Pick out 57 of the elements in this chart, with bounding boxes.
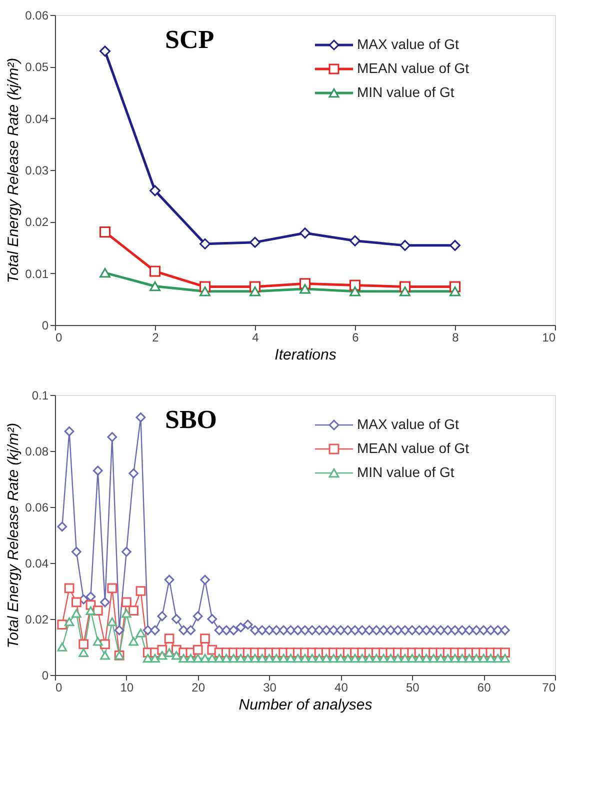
point bbox=[100, 226, 110, 238]
point bbox=[250, 286, 260, 296]
y-tick-label: 0.02 bbox=[25, 215, 49, 230]
point bbox=[100, 268, 110, 278]
y-tick-label: 0.06 bbox=[25, 8, 49, 22]
x-tick-label: 20 bbox=[192, 680, 206, 694]
y-tick-label: 0.05 bbox=[25, 60, 49, 74]
y-tick-label: 0.1 bbox=[32, 388, 49, 402]
point bbox=[200, 238, 210, 250]
point bbox=[300, 228, 310, 239]
legend-label: MAX value of Gt bbox=[357, 36, 460, 52]
legend-label: MEAN value of Gt bbox=[357, 60, 470, 76]
x-tick-label: 40 bbox=[334, 680, 348, 694]
y-tick-label: 0.03 bbox=[25, 164, 49, 178]
x-tick-label: 70 bbox=[542, 680, 556, 694]
point bbox=[300, 284, 310, 294]
x-tick-label: 50 bbox=[406, 680, 420, 694]
y-tick-label: 0.08 bbox=[25, 444, 49, 458]
point bbox=[350, 286, 360, 296]
point bbox=[400, 286, 410, 296]
y-tick-label: 0 bbox=[42, 668, 49, 682]
x-axis-title: Number of analyses bbox=[238, 696, 373, 714]
x-tick-label: 4 bbox=[252, 330, 260, 344]
legend-label: MAX value of Gt bbox=[357, 416, 460, 432]
x-tick-label: 0 bbox=[56, 680, 62, 694]
legend-label: MIN value of Gt bbox=[357, 464, 454, 480]
point bbox=[450, 240, 460, 251]
y-tick-label: 0.06 bbox=[25, 500, 49, 514]
y-tick-label: 0.02 bbox=[25, 612, 49, 626]
point bbox=[150, 185, 160, 196]
y-axis-title: Total Energy Release Rate (kj/m²) bbox=[5, 422, 22, 648]
x-tick-label: 30 bbox=[263, 680, 277, 694]
x-tick-label: 10 bbox=[542, 330, 556, 344]
point bbox=[350, 235, 360, 246]
point bbox=[400, 240, 410, 251]
point bbox=[200, 286, 210, 296]
x-tick-label: 0 bbox=[56, 330, 62, 344]
x-tick-label: 8 bbox=[452, 330, 460, 344]
y-tick-label: 0.04 bbox=[25, 556, 49, 570]
x-axis-title: Iterations bbox=[274, 346, 337, 364]
y-tick-label: 0.04 bbox=[25, 112, 49, 126]
y-axis-title: Total Energy Release Rate (kj/m²) bbox=[5, 58, 22, 284]
legend-label: MEAN value of Gt bbox=[357, 440, 470, 456]
point bbox=[150, 281, 160, 292]
chart-title: SBO bbox=[165, 405, 218, 434]
point bbox=[250, 236, 260, 248]
chart-title: SCP bbox=[165, 25, 214, 54]
x-tick-label: 10 bbox=[120, 680, 134, 694]
y-tick-label: 0 bbox=[42, 318, 49, 332]
x-tick-label: 2 bbox=[152, 330, 160, 344]
legend-label: MIN value of Gt bbox=[357, 84, 454, 100]
point bbox=[450, 286, 460, 296]
y-tick-label: 0.01 bbox=[25, 266, 49, 281]
x-tick-label: 60 bbox=[477, 680, 492, 694]
x-tick-label: 6 bbox=[352, 330, 360, 344]
point bbox=[100, 46, 110, 57]
point bbox=[150, 266, 160, 277]
